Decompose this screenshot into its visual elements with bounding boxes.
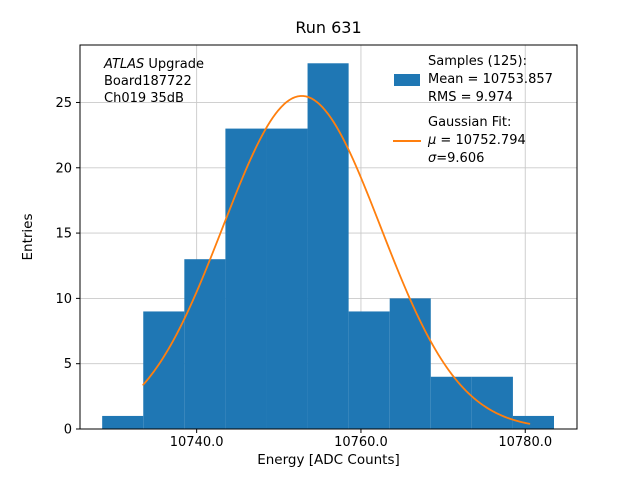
sigma-symbol: σ: [428, 151, 437, 166]
annotation-line-experiment: ATLAS Upgrade: [104, 56, 204, 73]
legend-row-fit-header: Gaussian Fit:: [392, 114, 553, 132]
legend-sigma: σ=9.606: [428, 150, 484, 168]
histogram-bar: [266, 128, 308, 429]
histogram-bar: [225, 128, 267, 429]
legend-row-mu: μ = 10752.794: [392, 132, 553, 150]
annotation-board: Board187722: [104, 74, 192, 89]
annotation-experiment: ATLAS: [104, 57, 145, 72]
annotation-experiment-suffix: Upgrade: [144, 57, 204, 72]
histogram-bar: [348, 311, 390, 429]
legend-mu: μ = 10752.794: [428, 132, 526, 150]
legend-handle-hist: [392, 74, 422, 86]
legend-handle-fit: [392, 140, 422, 142]
x-tick-label: 10740.0: [170, 435, 224, 450]
y-tick-label: 20: [55, 161, 72, 176]
plot-annotation: ATLAS Upgrade Board187722 Ch019 35dB: [104, 56, 204, 107]
histogram-bar: [512, 415, 554, 429]
histogram-bar: [389, 298, 431, 429]
y-tick-label: 15: [55, 227, 72, 242]
x-tick-label: 10780.0: [498, 435, 552, 450]
histogram-bar: [471, 376, 513, 429]
histogram-bar: [430, 376, 472, 429]
legend-mean: Mean = 10753.857: [428, 72, 553, 87]
histogram-bar: [307, 63, 349, 430]
plot-border: [79, 44, 578, 430]
legend-fit-header: Gaussian Fit:: [428, 115, 512, 130]
y-axis-label: Entries: [20, 213, 36, 261]
x-axis-label: Energy [ADC Counts]: [257, 452, 400, 468]
histogram-bar: [184, 259, 226, 429]
x-tick-label: 10760.0: [334, 435, 388, 450]
sigma-value: =9.606: [436, 151, 485, 166]
gaussian-fit-curve: [142, 95, 531, 425]
legend-row-sigma: σ=9.606: [392, 150, 553, 168]
legend-row-rms: RMS = 9.974: [392, 89, 553, 107]
legend: Samples (125): Mean = 10753.857 RMS = 9.…: [392, 53, 553, 168]
mu-symbol: μ: [428, 133, 437, 148]
y-tick-label: 10: [55, 292, 72, 307]
y-tick-label: 25: [55, 96, 72, 111]
legend-rms: RMS = 9.974: [428, 90, 513, 105]
y-tick-label: 5: [64, 357, 72, 372]
fit-line-swatch-icon: [393, 140, 421, 142]
histogram-bar: [102, 415, 144, 429]
chart-title: Run 631: [295, 18, 362, 37]
histogram-swatch-icon: [394, 74, 420, 86]
mu-value: = 10752.794: [436, 133, 526, 148]
histogram-bar: [143, 311, 185, 429]
legend-row-mean: Mean = 10753.857: [392, 71, 553, 89]
legend-row-samples-header: Samples (125):: [392, 53, 553, 71]
annotation-channel: Ch019 35dB: [104, 91, 184, 106]
y-tick-label: 0: [64, 423, 72, 438]
legend-samples-header: Samples (125):: [428, 54, 527, 69]
